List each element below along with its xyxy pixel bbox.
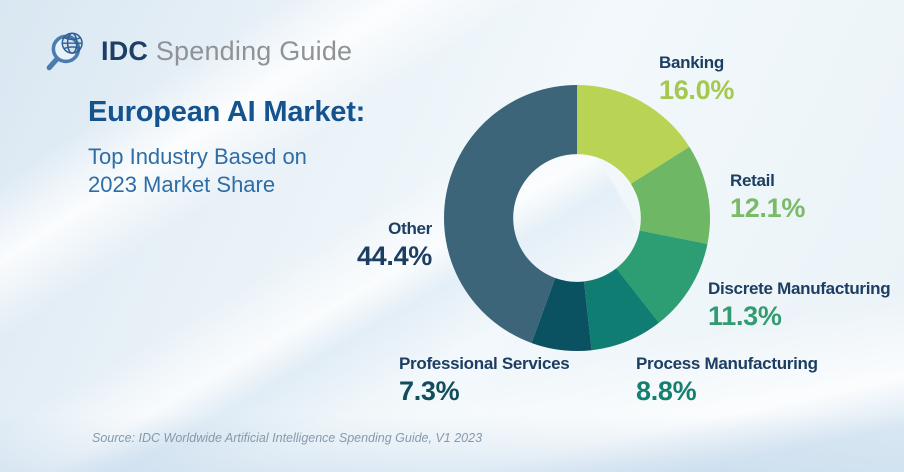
title-block: European AI Market: Top Industry Based o… xyxy=(88,96,365,199)
subtitle-line-2: 2023 Market Share xyxy=(88,171,276,197)
logo-text: IDC Spending Guide xyxy=(101,36,352,67)
donut-slice-discrete-manufacturing xyxy=(616,230,708,323)
donut-chart xyxy=(443,85,711,352)
slice-value: 16.0% xyxy=(659,75,735,105)
donut-slice-professional-services xyxy=(531,277,592,352)
slice-value: 12.1% xyxy=(730,193,806,223)
slice-label-retail: Retail 12.1% xyxy=(730,171,805,224)
slice-value: 44.4% xyxy=(356,241,432,271)
slice-name: Banking xyxy=(659,53,724,72)
slice-name: Process Manufacturing xyxy=(636,354,818,373)
slice-value: 7.3% xyxy=(399,376,460,406)
slice-label-process-manufacturing: Process Manufacturing 8.8% xyxy=(636,354,818,407)
slice-label-discrete-manufacturing: Discrete Manufacturing 11.3% xyxy=(708,279,891,332)
slice-name: Discrete Manufacturing xyxy=(708,279,891,298)
donut-slice-retail xyxy=(630,146,711,244)
slice-label-other: Other 44.4% xyxy=(290,219,432,272)
logo-text-idc: IDC xyxy=(101,35,149,66)
magnifier-globe-icon xyxy=(46,32,83,71)
logo-text-spending-guide: Spending Guide xyxy=(155,35,353,66)
slice-name: Professional Services xyxy=(399,354,570,373)
slice-label-banking: Banking 16.0% xyxy=(659,53,734,106)
slice-name: Other xyxy=(388,219,432,238)
subtitle-line-1: Top Industry Based on xyxy=(88,144,307,169)
idc-logo: IDC Spending Guide xyxy=(44,27,352,75)
donut-slice-banking xyxy=(577,85,690,184)
donut-slice-other xyxy=(443,85,577,343)
donut-slice-process-manufacturing xyxy=(584,268,659,351)
source-note: Source: IDC Worldwide Artificial Intelli… xyxy=(92,431,483,445)
slice-value: 11.3% xyxy=(708,301,782,331)
slice-value: 8.8% xyxy=(636,376,697,406)
slice-label-professional-services: Professional Services 7.3% xyxy=(399,354,570,407)
slice-name: Retail xyxy=(730,171,775,190)
page-title: European AI Market: xyxy=(88,96,366,128)
page-subtitle: Top Industry Based on 2023 Market Share xyxy=(88,143,365,199)
